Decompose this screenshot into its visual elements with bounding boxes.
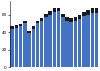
Bar xyxy=(27,31,31,33)
Bar xyxy=(36,21,39,23)
Bar xyxy=(48,11,52,15)
Bar xyxy=(82,12,86,16)
Bar xyxy=(48,15,52,67)
Bar xyxy=(74,17,77,21)
Bar xyxy=(78,15,81,19)
Bar xyxy=(57,8,60,11)
Bar xyxy=(19,26,22,67)
Bar xyxy=(53,12,56,67)
Bar xyxy=(61,14,64,17)
Bar xyxy=(40,21,43,67)
Bar xyxy=(44,14,48,17)
Bar xyxy=(57,11,60,67)
Bar xyxy=(65,17,69,21)
Bar xyxy=(23,23,27,67)
Bar xyxy=(95,13,98,67)
Bar xyxy=(53,8,56,12)
Bar xyxy=(40,18,43,21)
Bar xyxy=(27,33,31,67)
Bar xyxy=(95,8,98,13)
Bar xyxy=(32,29,35,67)
Bar xyxy=(86,10,90,15)
Bar xyxy=(91,8,94,13)
Bar xyxy=(65,21,69,67)
Bar xyxy=(70,22,73,67)
Bar xyxy=(32,26,35,29)
Bar xyxy=(15,28,18,67)
Bar xyxy=(10,29,14,67)
Bar xyxy=(23,21,27,23)
Bar xyxy=(61,17,64,67)
Bar xyxy=(82,16,86,67)
Bar xyxy=(70,18,73,22)
Bar xyxy=(19,24,22,26)
Bar xyxy=(10,26,14,29)
Bar xyxy=(74,21,77,67)
Bar xyxy=(91,13,94,67)
Bar xyxy=(86,15,90,67)
Bar xyxy=(15,25,18,28)
Bar xyxy=(44,17,48,67)
Bar xyxy=(78,19,81,67)
Bar xyxy=(36,23,39,67)
